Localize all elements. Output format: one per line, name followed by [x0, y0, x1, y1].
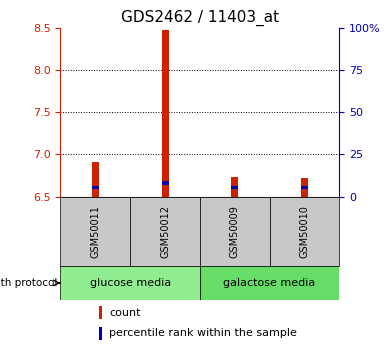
Bar: [99, 306, 102, 319]
Bar: [231, 177, 238, 197]
Text: count: count: [109, 308, 141, 318]
Text: glucose media: glucose media: [90, 278, 171, 288]
Bar: [161, 30, 168, 197]
Bar: [269, 197, 339, 266]
Text: GSM50012: GSM50012: [160, 205, 170, 258]
Text: GSM50010: GSM50010: [300, 205, 309, 258]
Title: GDS2462 / 11403_at: GDS2462 / 11403_at: [121, 10, 279, 26]
Text: GSM50011: GSM50011: [90, 205, 100, 258]
Bar: [200, 197, 269, 266]
Bar: [161, 181, 168, 185]
Bar: [92, 162, 99, 197]
Bar: [231, 186, 238, 189]
Text: percentile rank within the sample: percentile rank within the sample: [109, 328, 297, 338]
Bar: [92, 186, 99, 189]
Text: GSM50009: GSM50009: [230, 205, 240, 258]
Bar: [60, 266, 200, 300]
Text: growth protocol: growth protocol: [0, 278, 57, 288]
Text: galactose media: galactose media: [223, 278, 316, 288]
Bar: [60, 197, 130, 266]
Bar: [200, 266, 339, 300]
Bar: [130, 197, 200, 266]
Bar: [301, 186, 308, 189]
Bar: [99, 327, 102, 339]
Bar: [301, 178, 308, 197]
